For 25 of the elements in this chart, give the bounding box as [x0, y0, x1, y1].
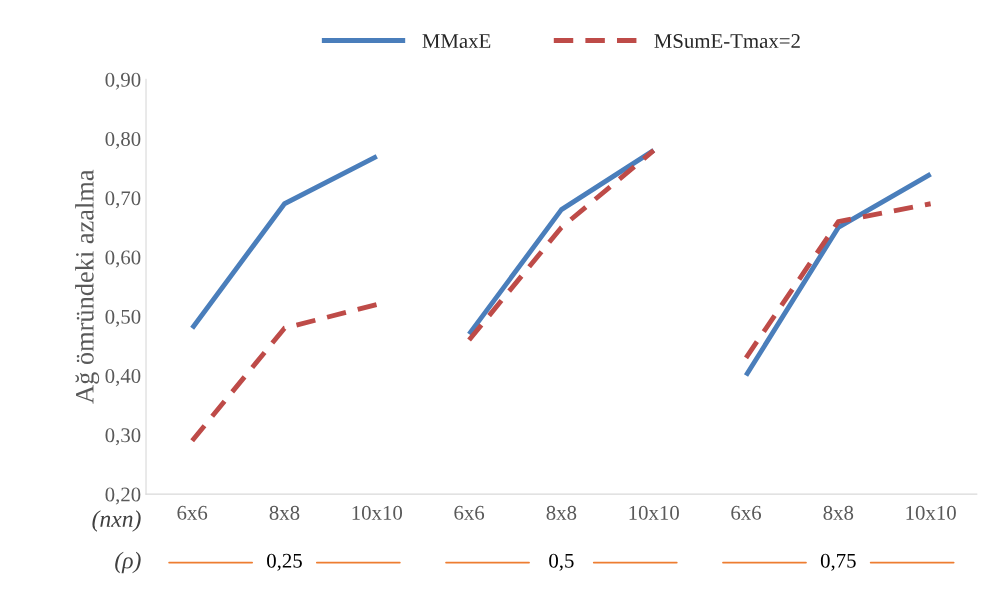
text: 0,25 — [267, 553, 302, 571]
x-tick-label: 10x10 — [906, 505, 956, 520]
x-tick-label: 6x6 — [731, 505, 762, 520]
text: 0,75 — [820, 553, 856, 571]
legend-label: MSumE-Tmax=2 — [654, 34, 800, 49]
y-tick-label: 0,20 — [105, 487, 141, 505]
y-tick-label: 0,30 — [105, 428, 141, 446]
x-tick-label: 6x6 — [454, 505, 485, 520]
y-tick-label: 0,50 — [105, 309, 141, 327]
y-tick-label: 0,90 — [105, 72, 141, 90]
y-tick-label: 0,60 — [105, 250, 141, 268]
x-tick-label: 10x10 — [629, 505, 679, 520]
y-tick-label: 0,40 — [105, 368, 141, 387]
x-tick-label: 8x8 — [546, 505, 577, 520]
text: (ρ) — [115, 551, 141, 574]
x-tick-label: 8x8 — [269, 505, 300, 520]
text: (nxn) — [92, 510, 141, 532]
x-tick-label: 8x8 — [823, 505, 854, 520]
y-tick-label: 0,80 — [105, 131, 141, 149]
y-tick-label: 0,70 — [105, 191, 141, 209]
x-tick-label: 10x10 — [352, 505, 403, 520]
y-axis-title: Ağ ömründeki azalma — [75, 169, 100, 404]
text: 0,5 — [549, 553, 574, 571]
x-tick-label: 6x6 — [177, 505, 208, 520]
legend-label: MMaxE — [422, 34, 491, 49]
